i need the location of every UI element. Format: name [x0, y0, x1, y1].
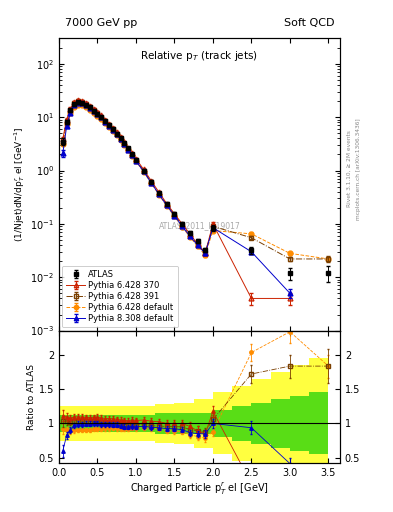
Text: 7000 GeV pp: 7000 GeV pp — [64, 18, 137, 28]
Y-axis label: (1/Njet)dN/dp$^{r}_{T}$ el [GeV$^{-1}$]: (1/Njet)dN/dp$^{r}_{T}$ el [GeV$^{-1}$] — [13, 127, 28, 242]
Y-axis label: Ratio to ATLAS: Ratio to ATLAS — [27, 364, 36, 430]
Legend: ATLAS, Pythia 6.428 370, Pythia 6.428 391, Pythia 6.428 default, Pythia 8.308 de: ATLAS, Pythia 6.428 370, Pythia 6.428 39… — [62, 266, 178, 327]
Text: mcplots.cern.ch [arXiv:1306.3436]: mcplots.cern.ch [arXiv:1306.3436] — [356, 118, 361, 220]
Text: Soft QCD: Soft QCD — [284, 18, 334, 28]
Text: Relative p$_{T}$ (track jets): Relative p$_{T}$ (track jets) — [140, 49, 259, 62]
Text: ATLAS_2011_I919017: ATLAS_2011_I919017 — [158, 221, 241, 230]
Text: Rivet 3.1.10, ≥ 2M events: Rivet 3.1.10, ≥ 2M events — [347, 131, 352, 207]
X-axis label: Charged Particle p$^{r}_{T}$ el [GeV]: Charged Particle p$^{r}_{T}$ el [GeV] — [130, 481, 269, 497]
